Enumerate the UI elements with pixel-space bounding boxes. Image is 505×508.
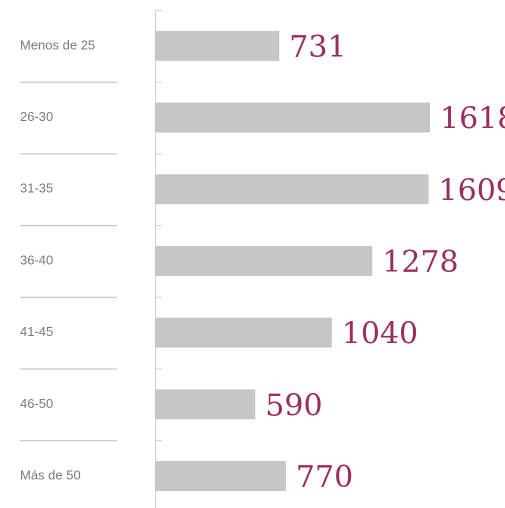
value-label: 1618 [440, 102, 505, 137]
category-label: 36-40 [20, 252, 53, 267]
value-label: 1278 [382, 245, 458, 280]
category-label: 31-35 [20, 181, 53, 196]
bar [155, 30, 280, 61]
category-label: Menos de 25 [20, 37, 95, 52]
category-label: Más de 50 [20, 467, 81, 482]
value-label: 590 [265, 388, 322, 423]
category-label: 41-45 [20, 324, 53, 339]
bar [155, 317, 332, 348]
bar [155, 461, 286, 492]
bar [155, 245, 373, 276]
value-label: 1040 [342, 317, 418, 352]
value-label: 770 [296, 460, 353, 495]
category-label: 26-30 [20, 109, 53, 124]
value-label: 731 [289, 30, 346, 65]
bar [155, 389, 256, 420]
category-label: 46-50 [20, 396, 53, 411]
value-label: 1609 [439, 173, 505, 208]
bar [155, 174, 429, 205]
bar [155, 102, 431, 133]
